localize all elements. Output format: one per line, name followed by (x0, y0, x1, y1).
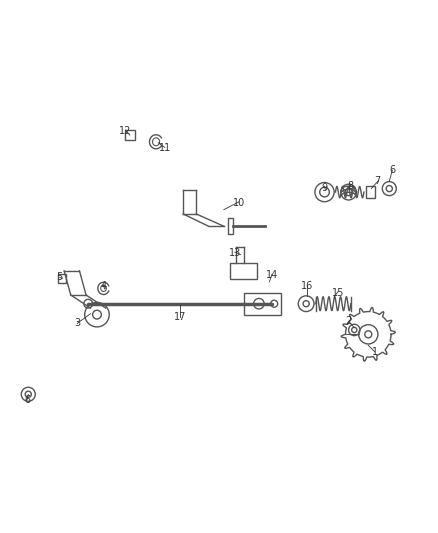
Text: 1: 1 (371, 347, 377, 357)
Text: 6: 6 (389, 165, 395, 175)
Bar (365, 186, 374, 198)
Text: 3: 3 (74, 318, 80, 328)
Bar (243, 293, 280, 314)
Bar (230, 263, 256, 279)
Text: 5: 5 (57, 272, 63, 282)
Text: 11: 11 (158, 143, 170, 154)
Text: 15: 15 (331, 288, 343, 298)
Text: 14: 14 (265, 270, 278, 280)
Text: 2: 2 (345, 316, 351, 326)
Text: 8: 8 (347, 181, 353, 190)
Text: 10: 10 (233, 198, 245, 208)
Text: 9: 9 (321, 183, 327, 193)
Bar (57, 274, 66, 282)
Text: 13: 13 (228, 248, 240, 259)
Bar (228, 219, 232, 234)
Bar (125, 131, 134, 140)
Text: 6: 6 (24, 395, 30, 405)
Text: 12: 12 (119, 126, 131, 136)
Text: 7: 7 (373, 176, 379, 186)
Text: 16: 16 (300, 281, 312, 291)
Text: 4: 4 (100, 281, 106, 291)
Text: 17: 17 (173, 312, 186, 322)
